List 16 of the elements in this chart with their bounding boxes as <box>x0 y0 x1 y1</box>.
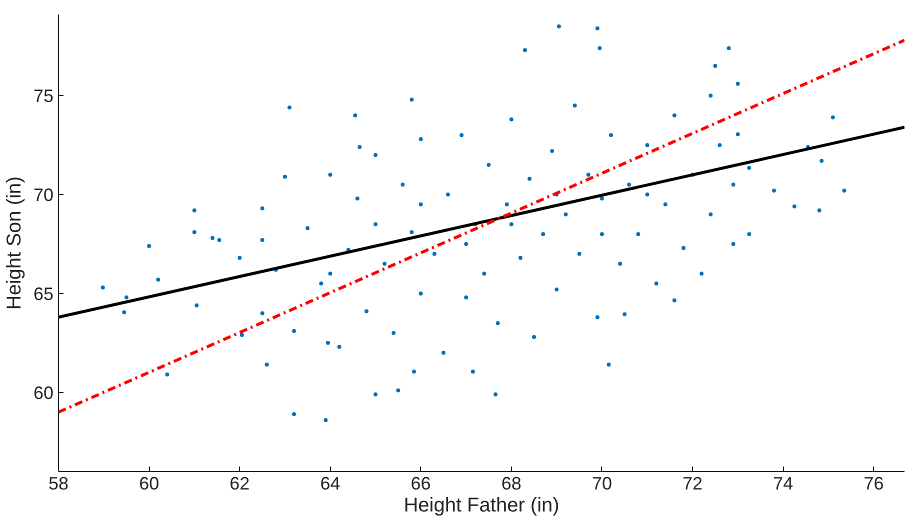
x-tick-label: 76 <box>864 474 884 494</box>
x-tick-label: 74 <box>773 474 794 494</box>
x-tick-label: 72 <box>682 474 703 494</box>
y-tick-label: 60 <box>33 382 54 403</box>
x-tick-label: 70 <box>592 474 612 494</box>
x-tick-label: 64 <box>320 474 340 494</box>
x-axis-title: Height Father (in) <box>404 494 560 516</box>
y-tick-label: 70 <box>33 185 54 206</box>
x-tick-label: 58 <box>48 474 69 494</box>
y-tick-label: 75 <box>33 86 54 106</box>
x-tick-label: 68 <box>501 474 522 494</box>
y-tick-label: 65 <box>33 284 54 304</box>
y-axis-title: Height Son (in) <box>3 176 26 310</box>
x-tick-label: 60 <box>139 474 160 494</box>
x-tick-label: 66 <box>410 474 431 494</box>
x-tick-label: 62 <box>230 474 250 494</box>
